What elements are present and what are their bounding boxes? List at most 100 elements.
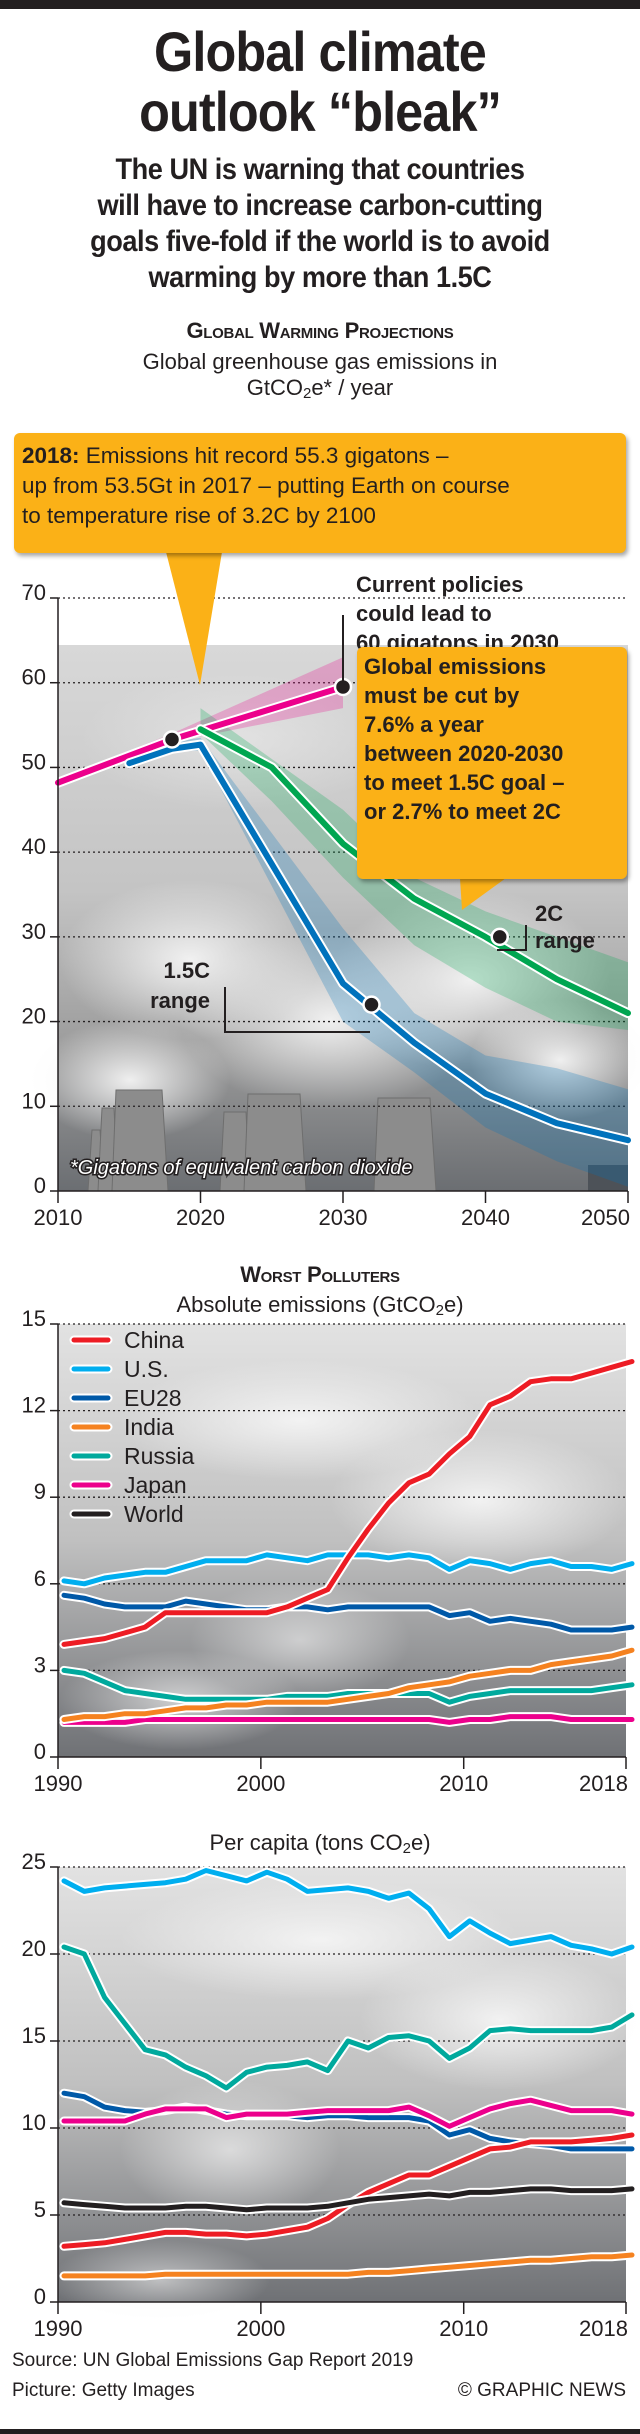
subtitle-line: will have to increase carbon-cutting [97, 189, 543, 222]
x-tick-label: 2010 [439, 2316, 488, 2341]
label-line: 2C [535, 901, 564, 926]
subtitle-line: The UN is warning that countries [115, 153, 525, 186]
title-text: e) [410, 1830, 431, 1855]
legend-item-india: India [69, 1414, 174, 1440]
series-lines [59, 1866, 637, 2281]
two-c-leader [497, 925, 527, 951]
line-russia [61, 1944, 635, 2091]
y-tick-label: 0 [34, 1739, 46, 1764]
title-text: e) [443, 1292, 464, 1317]
page-subtitle: The UN is warning that countries will ha… [44, 152, 596, 296]
y-tick-label: 70 [22, 580, 46, 605]
y-tick-label: 6 [34, 1566, 46, 1591]
legend-label: Russia [124, 1443, 195, 1469]
x-tick-label: 2010 [34, 1205, 83, 1230]
legend-label: U.S. [124, 1356, 169, 1382]
unit-subscript: 2 [302, 385, 312, 402]
callout-2018-line-1: 2018: Emissions hit record 55.3 gigatons… [22, 441, 616, 471]
line-eu28 [61, 1592, 635, 1633]
legend-item-eu28: EU28 [69, 1385, 182, 1411]
line-india [61, 2252, 635, 2279]
label-line: could lead to [356, 601, 492, 626]
cut-callout: Global emissions must be cut by 7.6% a y… [357, 647, 627, 879]
x-tick-label: 1990 [34, 2316, 83, 2341]
projections-unit: GtCO2e* / year [0, 375, 640, 407]
callout-2018-line-2: up from 53.5Gt in 2017 – putting Earth o… [22, 473, 510, 498]
publisher-credit: © GRAPHIC NEWS [457, 2380, 626, 2401]
line-china [61, 1359, 635, 1647]
y-tick-label: 30 [22, 919, 46, 944]
y-tick-label: 15 [22, 2023, 46, 2048]
label-line: range [535, 928, 595, 953]
x-tick-label: 2020 [176, 1205, 225, 1230]
y-tick-label: 3 [34, 1652, 46, 1677]
x-tick-label: 1990 [34, 1771, 83, 1796]
unit-text: e* / year [311, 375, 394, 400]
legend-label: China [124, 1327, 184, 1353]
absolute-chart-title: Absolute emissions (GtCO2e) [0, 1292, 640, 1324]
y-tick-label: 20 [22, 1004, 46, 1029]
legend-item-u-s: U.S. [69, 1356, 169, 1382]
callout-line: Global emissions [364, 654, 547, 679]
x-tick-label: 2000 [236, 1771, 285, 1796]
x-tick-label: 2000 [236, 2316, 285, 2341]
y-tick-label: 12 [22, 1393, 46, 1418]
legend-label: EU28 [124, 1385, 182, 1411]
title-text: Absolute emissions (GtCO [176, 1292, 436, 1317]
y-tick-label: 5 [34, 2197, 46, 2222]
title-subscript: 2 [402, 1840, 411, 1857]
marker-1-5c-range [362, 995, 381, 1014]
callout-year: 2018: [22, 443, 80, 468]
callout-line: must be cut by [364, 683, 520, 708]
subtitle-line: goals five-fold if the world is to avoid [90, 225, 550, 258]
callout-text: Emissions hit record 55.3 gigatons – [79, 443, 449, 468]
callout-line: 7.6% a year [364, 712, 484, 737]
picture-credit: Picture: Getty Images [12, 2380, 195, 2401]
legend-item-japan: Japan [69, 1472, 187, 1498]
line-world [61, 2186, 635, 2213]
band-1-5c-range [129, 737, 629, 1187]
x-tick-label: 2010 [439, 1771, 488, 1796]
callout-line: to meet 1.5C goal – [364, 770, 565, 795]
y-tick-label: 20 [22, 1936, 46, 1961]
per-capita-chart-title: Per capita (tons CO2e) [0, 1830, 640, 1862]
unit-text: GtCO [246, 375, 303, 400]
y-tick-label: 0 [34, 1173, 46, 1198]
title-line-1: Global climate [154, 20, 487, 83]
label-line: Current policies [356, 572, 524, 597]
title-line-2: outlook “bleak” [139, 80, 502, 143]
line-u-s [61, 1868, 635, 1957]
cut-callout-pointer [460, 878, 506, 910]
polluters-section-title: Worst Polluters [240, 1262, 400, 1287]
top-rule [0, 0, 640, 9]
line-1-5c-range [126, 741, 631, 1144]
callout-line: or 2.7% to meet 2C [364, 799, 561, 824]
y-tick-label: 15 [22, 1310, 46, 1331]
marker-2c-range [490, 927, 509, 947]
label-line: range [150, 988, 210, 1013]
one-five-c-leader [224, 987, 370, 1033]
line-india [61, 1647, 635, 1722]
legend-item-china: China [69, 1327, 184, 1353]
footnote: *Gigatons of equivalent carbon dioxide [70, 1157, 412, 1179]
y-tick-label: 10 [22, 1088, 46, 1113]
smoke-clouds [30, 670, 640, 1140]
y-tick-label: 60 [22, 665, 46, 690]
x-tick-label: 2050 [581, 1205, 630, 1230]
legend-label: Japan [124, 1472, 187, 1498]
y-tick-label: 50 [22, 749, 46, 774]
markers [162, 677, 509, 1014]
y-tick-label: 9 [34, 1479, 46, 1504]
x-tick-label: 2018 [579, 2316, 628, 2341]
x-tick-label: 2018 [579, 1771, 628, 1796]
legend-item-world: World [69, 1501, 184, 1527]
per-capita-chart: 0 5 10 15 20 25 1990 2000 2010 2018 [22, 1850, 640, 2341]
line-2c-range [197, 726, 631, 1017]
legend-label: India [124, 1414, 174, 1440]
series-lines [53, 682, 633, 1146]
y-tick-label: 0 [34, 2284, 46, 2309]
y-tick-label: 40 [22, 834, 46, 859]
line-japan [61, 2097, 635, 2129]
